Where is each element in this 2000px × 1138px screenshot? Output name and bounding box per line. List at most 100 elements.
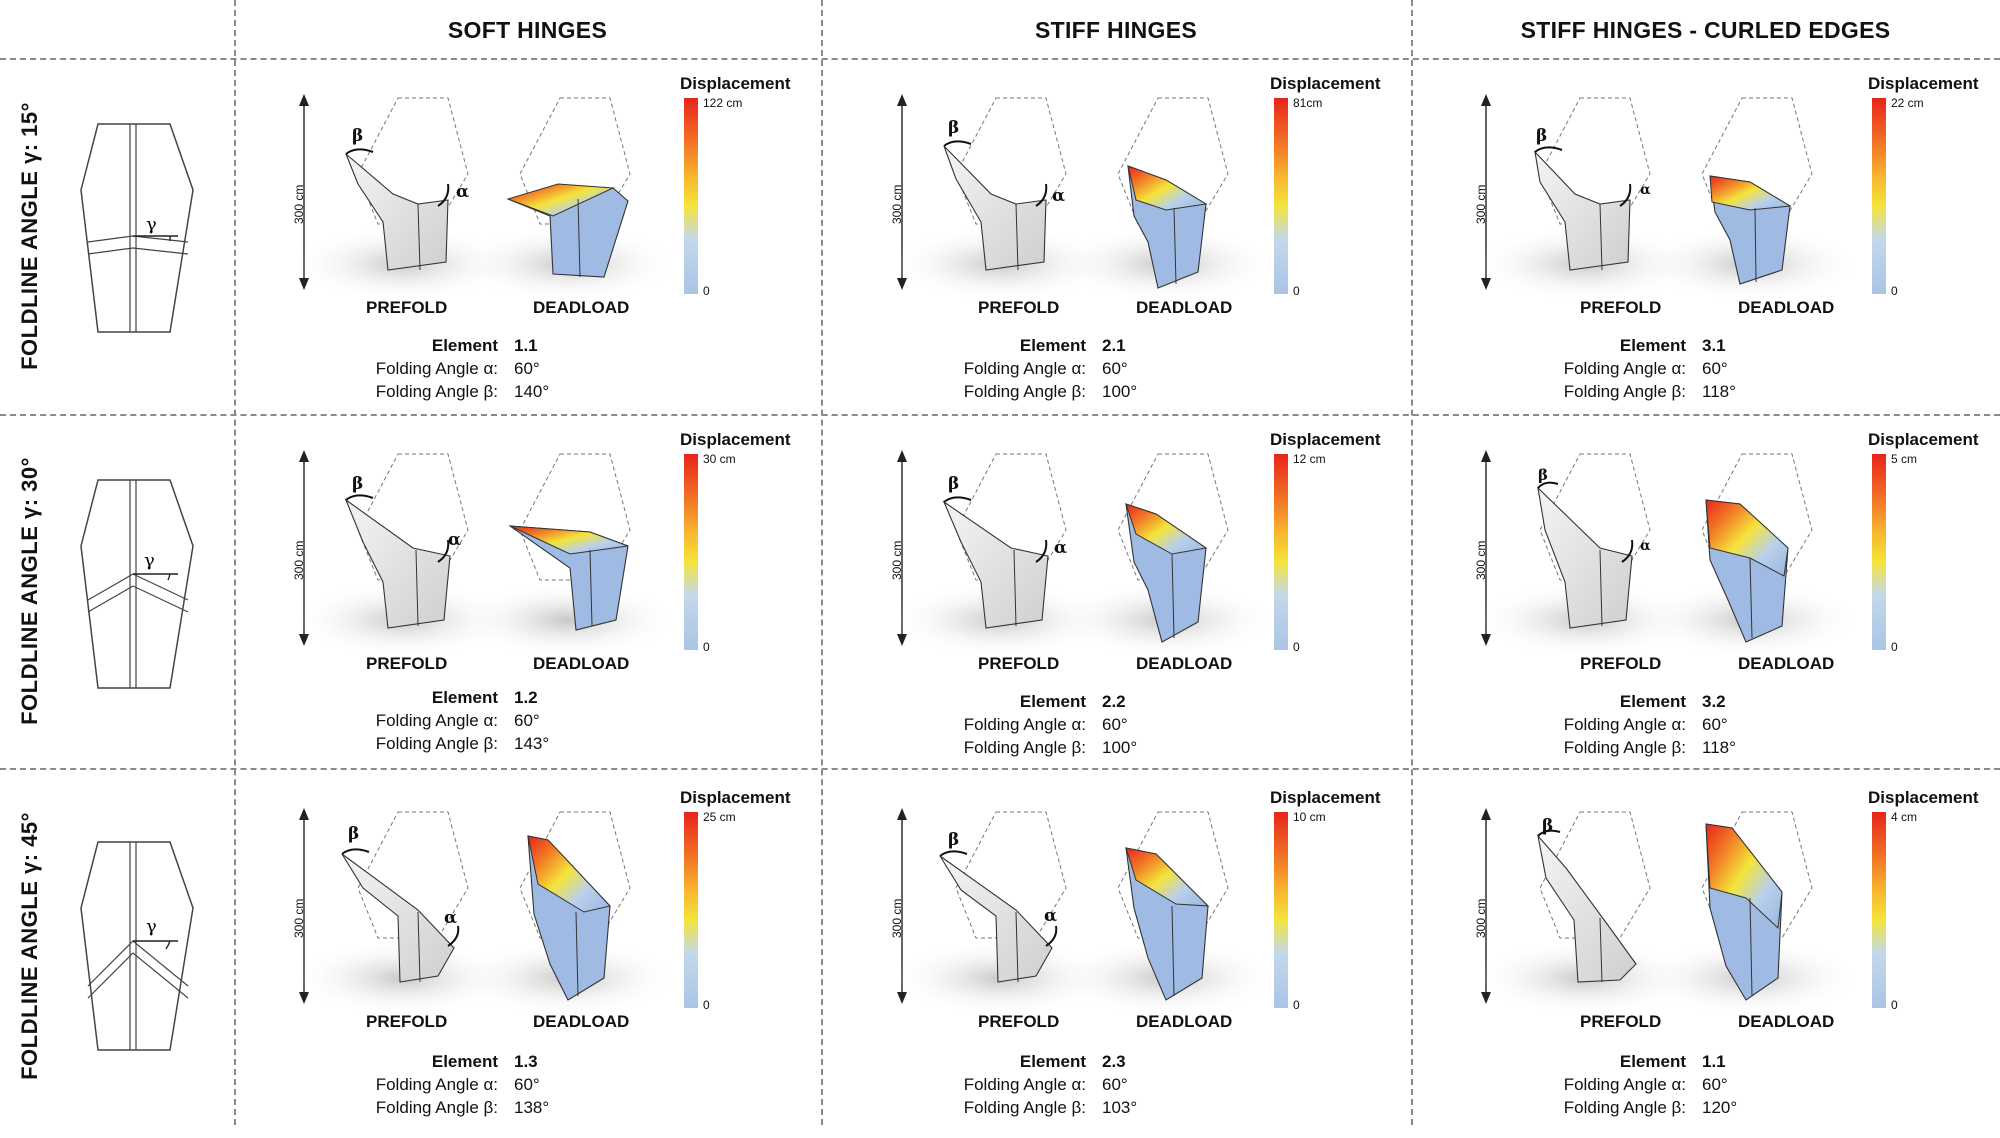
alpha-value: 60°: [1102, 715, 1128, 734]
alpha-value: 60°: [1702, 359, 1728, 378]
alpha-value: 60°: [1702, 1075, 1728, 1094]
scale-label: 300 cm: [1474, 898, 1488, 938]
beta-value: 138°: [514, 1098, 550, 1117]
alpha-value: 60°: [514, 1075, 540, 1094]
beta-key: Folding Angle β:: [375, 382, 498, 401]
element-label: Element: [1019, 1052, 1086, 1071]
alpha-label: α: [456, 182, 470, 202]
deadload-label: DEADLOAD: [1738, 298, 1835, 317]
beta-label: β: [348, 824, 360, 844]
beta-label: β: [948, 118, 960, 138]
element-id: 3.2: [1702, 692, 1726, 711]
result-cell-2-1: 300 cm β α PREFOLD DEADLOAD Displacement…: [238, 430, 826, 780]
element-label: Element: [431, 336, 498, 355]
displacement-title: Displacement: [680, 74, 791, 93]
column-header-stiff-hinges-curled-edges: STIFF HINGES - CURLED EDGES: [1520, 17, 1891, 43]
colorbar-max: 122 cm: [703, 96, 743, 110]
alpha-key: Folding Angle α:: [963, 359, 1086, 378]
displacement-colorbar: [684, 98, 698, 294]
alpha-key: Folding Angle α:: [963, 715, 1086, 734]
alpha-label: α: [1054, 538, 1068, 558]
alpha-key: Folding Angle α:: [1563, 1075, 1686, 1094]
colorbar-min: 0: [1293, 284, 1300, 298]
displacement-colorbar: [1872, 98, 1886, 294]
displacement-title: Displacement: [1868, 74, 1979, 93]
beta-key: Folding Angle β:: [1563, 738, 1686, 757]
result-cell-3-3: 300 cm β PREFOLD DEADLOAD Displacement 4…: [1410, 788, 1998, 1138]
alpha-label: α: [1640, 182, 1651, 198]
model-drawings: [1475, 94, 1860, 302]
prefold-label: PREFOLD: [366, 298, 448, 317]
colorbar-min: 0: [1293, 998, 1300, 1012]
displacement-title: Displacement: [1868, 430, 1979, 449]
element-info: Element 2.3 Folding Angle α: 60° Folding A…: [876, 1050, 1276, 1119]
result-cell-1-3: 300 cm β α PREFOLD DEADLOAD Displacement…: [1410, 74, 1998, 424]
model-drawings: [891, 94, 1276, 302]
beta-label: β: [352, 126, 364, 146]
beta-value: 120°: [1702, 1098, 1738, 1117]
displacement-title: Displacement: [1270, 788, 1381, 807]
displacement-title: Displacement: [1868, 788, 1979, 807]
beta-key: Folding Angle β:: [963, 1098, 1086, 1117]
column-header-soft-hinges: SOFT HINGES: [447, 17, 608, 43]
prefold-label: PREFOLD: [978, 1012, 1060, 1031]
prefold-label: PREFOLD: [978, 298, 1060, 317]
displacement-colorbar: [1274, 454, 1288, 650]
model-drawings: [1475, 450, 1860, 658]
alpha-key: Folding Angle α:: [1563, 715, 1686, 734]
alpha-key: Folding Angle α:: [375, 359, 498, 378]
gamma-symbol: γ: [144, 550, 155, 571]
alpha-key: Folding Angle α:: [375, 711, 498, 730]
beta-key: Folding Angle β:: [375, 734, 498, 753]
alpha-value: 60°: [514, 711, 540, 730]
colorbar-min: 0: [703, 998, 710, 1012]
beta-label: β: [948, 830, 960, 850]
alpha-key: Folding Angle α:: [963, 1075, 1086, 1094]
element-info: Element 3.1 Folding Angle α: 60° Folding A…: [1476, 334, 1876, 403]
element-info: Element 1.1 Folding Angle α: 60° Folding A…: [1476, 1050, 1876, 1119]
result-cell-3-2: 300 cm β α PREFOLD DEADLOAD Displacement…: [836, 788, 1424, 1138]
beta-key: Folding Angle β:: [375, 1098, 498, 1117]
column-header-stiff-hinges: STIFF HINGES: [1034, 17, 1198, 43]
alpha-key: Folding Angle α:: [1563, 359, 1686, 378]
colorbar-max: 22 cm: [1891, 96, 1924, 110]
grid-divider: [0, 414, 2000, 416]
scale-label: 300 cm: [292, 898, 306, 938]
result-cell-1-2: 300 cm β α PREFOLD DEADLOAD Displacement…: [836, 74, 1424, 424]
element-id: 1.3: [514, 1052, 538, 1071]
deadload-label: DEADLOAD: [1136, 1012, 1233, 1031]
alpha-value: 60°: [1702, 715, 1728, 734]
displacement-title: Displacement: [680, 788, 791, 807]
prefold-label: PREFOLD: [1580, 298, 1662, 317]
grid-divider: [234, 0, 236, 1125]
colorbar-max: 4 cm: [1891, 810, 1918, 824]
model-drawings: [293, 450, 678, 658]
prefold-label: PREFOLD: [1580, 654, 1662, 673]
beta-label: β: [948, 474, 960, 494]
displacement-colorbar: [684, 454, 698, 650]
colorbar-max: 30 cm: [703, 452, 736, 466]
beta-value: 143°: [514, 734, 550, 753]
deadload-label: DEADLOAD: [1738, 1012, 1835, 1031]
scale-label: 300 cm: [890, 540, 904, 580]
beta-label: β: [1542, 816, 1554, 836]
alpha-label: α: [444, 908, 458, 928]
fold-pattern-gamma-45: γ: [78, 838, 198, 1059]
deadload-label: DEADLOAD: [533, 654, 630, 673]
gamma-symbol: γ: [146, 214, 157, 235]
element-label: Element: [431, 688, 498, 707]
element-info: Element 1.3 Folding Angle α: 60° Folding A…: [288, 1050, 688, 1119]
element-id: 2.1: [1102, 336, 1126, 355]
scale-label: 300 cm: [1474, 540, 1488, 580]
element-label: Element: [1019, 692, 1086, 711]
model-drawings: [293, 94, 678, 302]
deadload-label: DEADLOAD: [1136, 654, 1233, 673]
beta-key: Folding Angle β:: [963, 382, 1086, 401]
displacement-colorbar: [684, 812, 698, 1008]
beta-key: Folding Angle β:: [1563, 382, 1686, 401]
model-drawings: [891, 808, 1276, 1016]
element-id: 1.2: [514, 688, 538, 707]
result-cell-2-3: 300 cm β α PREFOLD DEADLOAD Displacement…: [1410, 430, 1998, 780]
grid-divider: [1411, 0, 1413, 1125]
grid-divider: [821, 0, 823, 1125]
